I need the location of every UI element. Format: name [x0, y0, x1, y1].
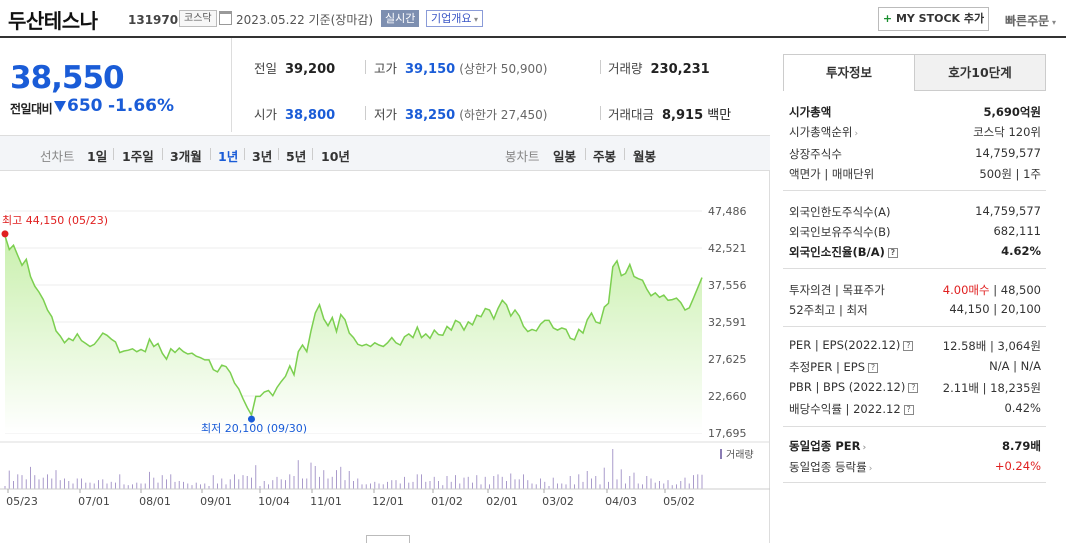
change-label: 전일대비: [10, 102, 53, 116]
period-1w[interactable]: 1주일: [122, 149, 154, 164]
open-price: 시가 38,800: [254, 107, 336, 123]
change-percent: -1.66%: [108, 96, 175, 116]
stock-code: 131970: [128, 13, 179, 27]
week52-row: 52주최고 | 최저 44,150 | 20,100: [789, 302, 1041, 317]
quote-info-grid: 전일 39,200 고가 39,150 (상한가 50,900) 거래량 230,231…: [232, 38, 770, 132]
plus-icon: +: [882, 12, 893, 25]
period-3m[interactable]: 3개월: [170, 149, 202, 164]
candle-daily[interactable]: 일봉: [553, 149, 577, 164]
period-5y[interactable]: 5년: [286, 149, 307, 164]
volume: 거래량 230,231: [608, 61, 710, 77]
volume-legend-swatch: [720, 449, 722, 459]
est-per-eps-row: 추정PER | EPS? N/A | N/A: [789, 359, 1041, 374]
dividend-yield-row: 배당수익률 | 2022.12? 0.42%: [789, 401, 1041, 416]
tab-invest-info[interactable]: 투자정보: [783, 54, 915, 91]
period-10y[interactable]: 10년: [321, 149, 350, 164]
y-tick-label: 47,486: [708, 205, 747, 218]
market-cap-row: 시가총액 5,690억원: [789, 105, 1041, 119]
x-tick-label: 09/01: [200, 495, 232, 508]
period-1d[interactable]: 1일: [87, 149, 108, 164]
invest-info-panel: 투자정보 호가10단계 시가총액 5,690억원 시가총액순위 › 코스닥 120위 …: [783, 54, 1046, 543]
x-tick-label: 10/04: [258, 495, 290, 508]
prev-close: 전일 39,200: [254, 61, 336, 77]
current-price: 38,550: [10, 60, 125, 96]
x-tick-label: 04/03: [605, 495, 637, 508]
stock-name: 두산테스나: [8, 9, 98, 33]
high-label: 최고 44,150 (05/23): [2, 214, 108, 227]
quick-order-button[interactable]: 빠른주문 ▾: [1005, 14, 1056, 28]
price-panel: 38,550 전일대비 650 -1.66%: [0, 38, 232, 132]
sector-per-row[interactable]: 동일업종 PER › 8.79배: [789, 439, 1041, 453]
trade-amount: 거래대금 8,915 백만: [608, 107, 732, 123]
foreign-holdings-row: 외국인보유주식수(B) 682,111: [789, 224, 1041, 239]
y-tick-label: 22,660: [708, 390, 747, 403]
help-icon[interactable]: ?: [903, 404, 914, 415]
par-value-row: 액면가 | 매매단위 500원 | 1주: [789, 167, 1041, 181]
chevron-right-icon: ›: [854, 129, 859, 139]
candle-chart-label: 봉차트: [505, 149, 540, 164]
pbr-bps-row: PBR | BPS (2022.12)? 2.11배 | 18,235원: [789, 380, 1041, 395]
price-chart-svg: 47,486 42,521 37,556 32,591 27,625 22,660 17,6…: [0, 205, 770, 508]
price-area: [5, 235, 702, 433]
quote-date: 2023.05.22 기준(장마감): [236, 13, 374, 27]
x-tick-label: 03/02: [542, 495, 574, 508]
chart-period-bar: 선차트 1일 1주일 3개월 1년 3년 5년 10년 봉차트 일봉 주봉 월봉: [0, 135, 770, 171]
price-chart[interactable]: 47,486 42,521 37,556 32,591 27,625 22,660 17,6…: [0, 171, 770, 543]
chevron-right-icon: ›: [868, 464, 873, 474]
x-tick-label: 08/01: [139, 495, 171, 508]
price-line: [4, 235, 703, 418]
volume-legend: 거래량: [726, 449, 754, 461]
help-icon[interactable]: ?: [903, 340, 914, 351]
y-tick-label: 17,695: [708, 427, 747, 440]
candle-monthly[interactable]: 월봉: [633, 149, 657, 164]
tab-hoga-10[interactable]: 호가10단계: [914, 54, 1046, 91]
stock-header: 두산테스나 131970 코스닥 2023.05.22 기준(장마감) 실시간 …: [0, 0, 1066, 38]
x-tick-label: 01/02: [431, 495, 463, 508]
listed-shares-row: 상장주식수 14,759,577: [789, 146, 1041, 161]
y-tick-label: 37,556: [708, 279, 747, 292]
calendar-icon: [219, 11, 232, 25]
high-marker: [1, 230, 9, 238]
y-tick-label: 27,625: [708, 353, 747, 366]
market-cap-rank-row[interactable]: 시가총액순위 › 코스닥 120위: [789, 125, 1041, 139]
y-tick-label: 32,591: [708, 316, 747, 329]
x-tick-label: 05/02: [663, 495, 695, 508]
low-label: 최저 20,100 (09/30): [201, 422, 307, 435]
candle-weekly[interactable]: 주봉: [593, 149, 617, 164]
period-1y[interactable]: 1년: [218, 149, 239, 164]
foreign-limit-row: 외국인한도주식수(A) 14,759,577: [789, 204, 1041, 219]
sector-change-row[interactable]: 동일업종 등락률 › +0.24%: [789, 459, 1041, 474]
help-icon[interactable]: ?: [887, 247, 898, 258]
help-icon[interactable]: ?: [868, 362, 879, 373]
help-icon[interactable]: ?: [908, 382, 919, 393]
day-high: 고가 39,150 (상한가 50,900): [374, 61, 548, 77]
add-mystock-button[interactable]: + MY STOCK 추가: [878, 7, 989, 31]
per-eps-row: PER | EPS(2022.12)? 12.58배 | 3,064원: [789, 338, 1041, 353]
down-arrow-icon: [54, 101, 66, 112]
x-tick-label: 11/01: [310, 495, 342, 508]
change-value: 650: [67, 96, 103, 116]
opinion-target-row: 투자의견 | 목표주가 4.00매수 | 48,500: [789, 283, 1041, 297]
day-low: 저가 38,250 (하한가 27,450): [374, 107, 548, 123]
line-chart-label: 선차트: [40, 149, 75, 164]
corp-overview-button[interactable]: 기업개요 ▾: [426, 10, 484, 27]
y-tick-label: 42,521: [708, 242, 747, 255]
period-3y[interactable]: 3년: [252, 149, 273, 164]
live-button[interactable]: 실시간: [381, 10, 420, 27]
x-tick-label: 07/01: [78, 495, 110, 508]
x-tick-label: 12/01: [372, 495, 404, 508]
x-tick-label: 05/23: [6, 495, 38, 508]
foreign-ratio-row: 외국인소진율(B/A)? 4.62%: [789, 244, 1041, 259]
market-badge: 코스닥: [179, 10, 217, 27]
low-marker: [248, 415, 255, 423]
chevron-right-icon: ›: [862, 443, 867, 453]
x-tick-label: 02/01: [486, 495, 518, 508]
chart-resize-handle[interactable]: [366, 535, 410, 543]
